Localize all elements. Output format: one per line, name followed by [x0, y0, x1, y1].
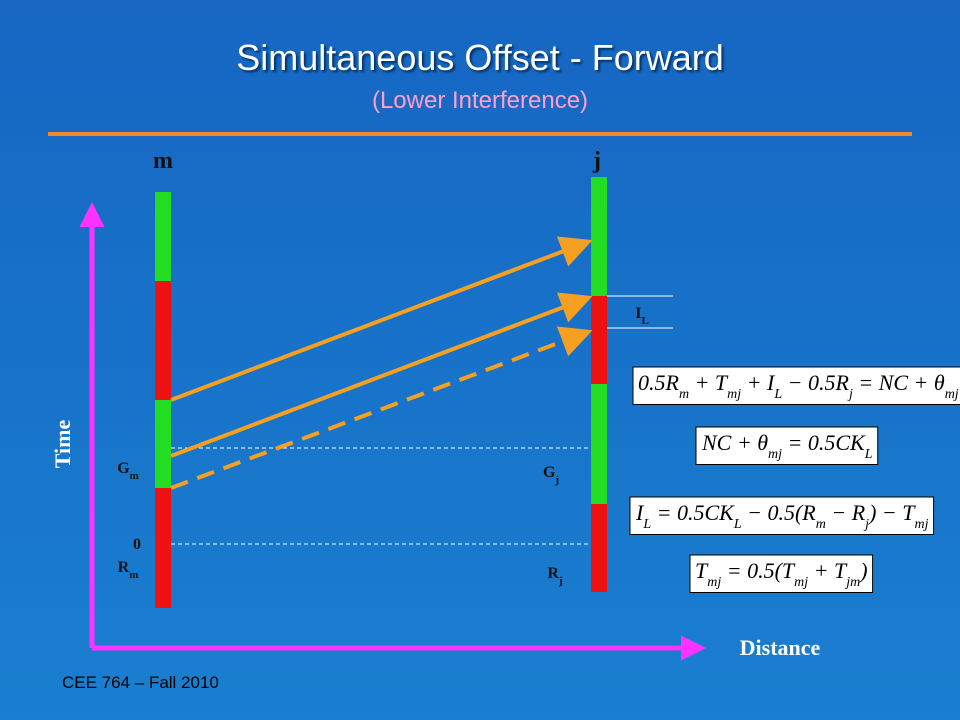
text-run: = 0.5CK: [651, 500, 735, 525]
equation-text: 0.5Rm + Tmj + IL − 0.5Rj = NC + θmj: [638, 370, 959, 402]
trajectory: [170, 292, 593, 458]
signal-label: Rm: [118, 559, 139, 581]
subscript: mj: [914, 517, 928, 532]
text-run: + T: [689, 370, 729, 395]
equation-box: [695, 426, 879, 465]
text-run: 0.5R: [638, 370, 680, 395]
subscript: m: [679, 387, 689, 402]
subscript: L: [642, 517, 651, 532]
subscript: L: [773, 387, 782, 402]
intersection-label: j: [592, 148, 601, 174]
subscript: m: [130, 470, 139, 482]
subscript: L: [864, 447, 873, 462]
subscript: j: [558, 575, 563, 587]
signal-label: Gm: [117, 460, 139, 482]
trajectory: [170, 236, 593, 402]
text-run: = 0.5CK: [782, 430, 866, 455]
equation-box: [629, 496, 935, 535]
text-run: − 0.5(R: [742, 500, 817, 525]
text-run: T: [695, 558, 709, 583]
equation-text: IL = 0.5CKL − 0.5(Rm − Rj) − Tmj: [635, 500, 929, 532]
x-axis-label: Distance: [740, 635, 821, 660]
text-run: − 0.5R: [782, 370, 849, 395]
text-run: R: [547, 565, 559, 582]
equation: IL = 0.5CKL − 0.5(Rm − Rj) − Tmj: [629, 496, 935, 535]
subscript: L: [733, 517, 742, 532]
text-run: I: [635, 305, 641, 322]
equation-box: [632, 366, 960, 405]
equation-text: NC + θmj = 0.5CKL: [701, 430, 873, 462]
text-run: − R: [826, 500, 866, 525]
signal-j: [591, 177, 607, 592]
text-run: + T: [808, 558, 848, 583]
subscript: L: [641, 315, 648, 327]
subscript: j: [847, 387, 853, 402]
equation: NC + θmj = 0.5CKL: [695, 426, 879, 465]
subscript: m: [129, 569, 138, 581]
subscript: mj: [945, 387, 959, 402]
text-run: = 0.5(T: [721, 558, 796, 583]
intersection-label: m: [153, 148, 173, 174]
text-run: I: [635, 500, 645, 525]
text-run: ): [858, 558, 867, 583]
equation: 0.5Rm + Tmj + IL − 0.5Rj = NC + θmj: [632, 366, 960, 405]
signal-label: Rj: [547, 565, 562, 587]
text-run: NC + θ: [701, 430, 768, 455]
text-run: ) − T: [867, 500, 916, 525]
footer: CEE 764 – Fall 2010: [62, 673, 219, 692]
subscript: mj: [794, 575, 808, 590]
subtitle: (Lower Interference): [372, 87, 588, 114]
text-run: R: [118, 559, 130, 576]
signal-label: IL: [635, 305, 649, 327]
subscript: m: [816, 517, 826, 532]
subscript: j: [554, 474, 559, 486]
zero-label: 0: [133, 536, 141, 553]
subscript: mj: [707, 575, 721, 590]
subscript: mj: [768, 447, 782, 462]
text-run: = NC + θ: [853, 370, 945, 395]
title: Simultaneous Offset - Forward: [236, 37, 724, 78]
signal-label: Gj: [543, 464, 559, 486]
text-run: G: [117, 460, 130, 477]
trajectory-dashed: [170, 326, 593, 490]
y-axis-label: Time: [50, 420, 75, 469]
signal-m: [155, 192, 171, 608]
text-run: + I: [741, 370, 776, 395]
subscript: mj: [727, 387, 741, 402]
equation-box: [689, 554, 874, 593]
equation: Tmj = 0.5(Tmj + Tjm): [689, 554, 874, 593]
subscript: jm: [844, 575, 860, 590]
text-run: G: [543, 464, 556, 481]
equation-text: Tmj = 0.5(Tmj + Tjm): [695, 558, 868, 590]
subscript: j: [863, 517, 869, 532]
